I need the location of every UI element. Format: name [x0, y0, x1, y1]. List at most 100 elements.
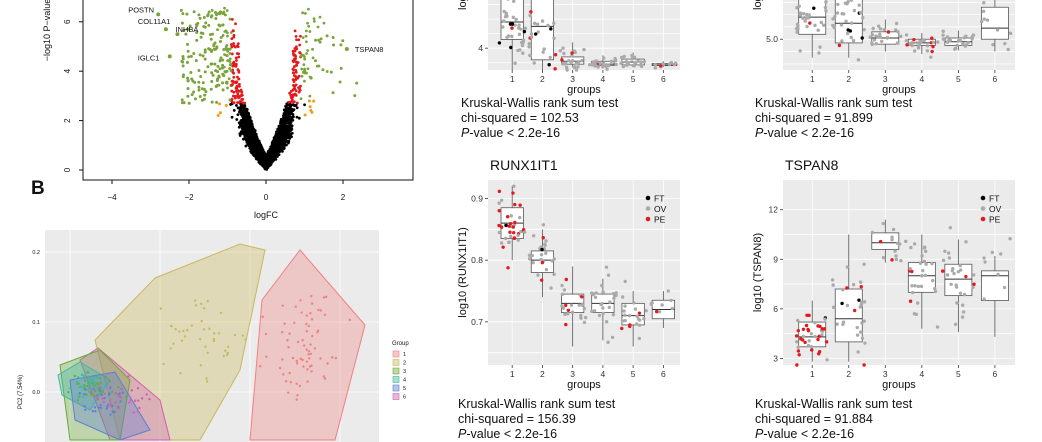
pca-point-group-3: [97, 383, 100, 386]
volcano-point: [279, 128, 283, 132]
data-point: [945, 273, 950, 277]
data-point: [890, 238, 894, 242]
pca-point-group-1: [261, 315, 264, 319]
pca-point-group-5: [121, 391, 124, 394]
data-point: [528, 53, 532, 58]
data-point: [592, 309, 597, 313]
data-point: [813, 321, 817, 325]
volcano-point: [282, 131, 285, 135]
pca-legend-label: 5: [403, 386, 406, 392]
volcano-point: [185, 42, 189, 46]
data-point: [794, 26, 799, 31]
pca-point-group-1: [310, 370, 313, 373]
x-axis-label: groups: [567, 84, 601, 96]
data-point: [511, 191, 515, 195]
volcano-point: [339, 43, 343, 47]
pca-point-group-3: [92, 394, 96, 397]
boxplot-runx1it1: 0.7 0.8 0.9 1 2 3 4 5 6 groups log10 (RUNX1IT1) FTO…: [457, 180, 680, 391]
data-point: [795, 6, 799, 10]
pca-point-group-1: [295, 382, 298, 385]
data-point: [904, 239, 908, 244]
data-point: [507, 240, 511, 245]
volcano-point: [241, 119, 245, 123]
volcano-point: [179, 8, 183, 12]
data-point: [505, 214, 510, 219]
volcano-point: [251, 152, 255, 156]
data-point: [798, 49, 802, 53]
pca-point-group-3: [117, 385, 120, 389]
data-point: [816, 28, 820, 32]
data-point: [945, 35, 950, 39]
data-point: [527, 253, 532, 257]
pca-y-tick-label: 0.0: [32, 390, 40, 396]
y-tick-label: 0.8: [471, 255, 483, 265]
data-point: [539, 257, 543, 262]
data-point: [609, 59, 614, 64]
pca-point-group-5: [100, 393, 103, 397]
volcano-ylabel: −log10 P−value: [42, 0, 52, 61]
data-point: [941, 37, 946, 41]
data-point: [856, 58, 861, 62]
volcano-point: [243, 135, 247, 139]
volcano-point: [287, 131, 290, 135]
volcano-point: [229, 31, 233, 34]
pca-point-group-6: [136, 387, 140, 390]
pca-point-group-4: [89, 381, 93, 385]
data-point: [529, 10, 533, 14]
volcano-point: [271, 145, 275, 148]
pca-point-group-2: [194, 304, 198, 307]
volcano-point: [218, 58, 222, 62]
data-point: [858, 305, 862, 309]
data-point: [497, 41, 502, 45]
volcano-point: [235, 104, 238, 107]
volcano-point: [300, 74, 304, 78]
y-tick-label: 0.7: [471, 317, 483, 327]
pca-legend-key: [392, 376, 400, 383]
data-point: [513, 23, 517, 27]
data-point: [634, 322, 639, 326]
pca-point-group-3: [83, 384, 86, 387]
data-point: [532, 21, 537, 26]
data-point: [912, 242, 917, 246]
data-point: [996, 272, 1000, 277]
data-point: [535, 22, 540, 26]
volcano-point: [232, 90, 236, 94]
volcano-gene-label: IGLC1: [138, 53, 160, 62]
volcano-point: [301, 36, 305, 40]
volcano-point: [246, 143, 250, 147]
data-point: [878, 35, 883, 39]
data-point: [982, 1, 986, 5]
y-tick-label: 6: [773, 304, 778, 314]
volcano-point: [223, 13, 227, 17]
pca-point-group-6: [128, 401, 131, 404]
data-point: [580, 58, 584, 63]
data-point: [642, 59, 647, 64]
data-point: [632, 301, 636, 305]
volcano-point: [210, 79, 214, 83]
data-point: [623, 313, 627, 317]
volcano-point: [217, 74, 221, 78]
data-point: [845, 31, 850, 36]
volcano-point: [224, 104, 228, 108]
data-point: [964, 274, 968, 279]
data-point: [953, 322, 958, 327]
pca-point-group-2: [204, 345, 207, 348]
data-point: [642, 317, 646, 321]
pca-point-group-1: [334, 356, 338, 360]
pca-legend-key: [392, 393, 400, 400]
legend-key: [645, 206, 651, 211]
volcano-labeled-point: [344, 46, 349, 51]
pca-point-group-6: [109, 399, 112, 402]
data-point: [856, 350, 860, 354]
pca-point-group-2: [224, 349, 227, 352]
volcano-point: [309, 76, 313, 80]
pca-point-group-1: [278, 366, 282, 370]
volcano-point: [339, 66, 343, 70]
data-point: [795, 363, 799, 367]
data-point: [570, 51, 574, 55]
data-point: [878, 27, 883, 31]
data-point: [528, 13, 532, 18]
data-point: [890, 258, 894, 262]
volcano-point: [285, 118, 289, 122]
